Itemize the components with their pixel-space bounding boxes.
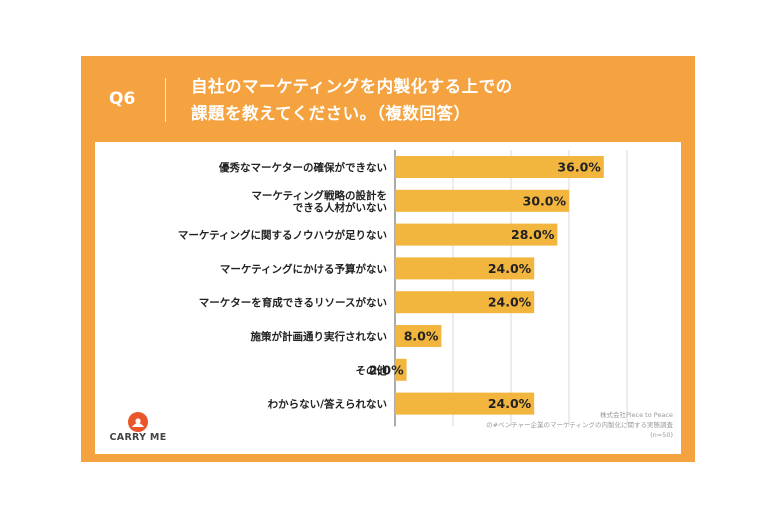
category-label: マーケティングにかける予算がない: [220, 262, 387, 275]
source-line-2: の#ベンチャー企業のマーケティングの内製化に関する実態調査: [486, 421, 673, 429]
category-label: わからない/答えられない: [268, 398, 387, 411]
category-label: マーケターを育成できるリソースがない: [199, 296, 387, 309]
bar: [395, 291, 535, 314]
question-title-line-2: 課題を教えてください。（複数回答）: [191, 104, 471, 123]
bar-chart: 36.0% 優秀なマーケターの確保ができない 30.0% マーケティング戦略の設計をで…: [178, 150, 628, 427]
bar: [395, 156, 604, 178]
question-number: Q6: [109, 89, 136, 109]
source-line-1: 株式会社Piece to Peace: [599, 411, 673, 419]
logo-text: CARRY ME: [109, 432, 167, 443]
bar: [395, 358, 407, 381]
bar-value-label: 24.0%: [488, 295, 532, 310]
chart-panel: 36.0% 優秀なマーケターの確保ができない 30.0% マーケティング戦略の設計をで…: [95, 142, 681, 454]
category-label: 施策が計画通り実行されない: [251, 330, 388, 343]
bar: [395, 392, 535, 415]
category-label: 優秀なマーケターの確保ができない: [218, 161, 387, 174]
bar-value-label: 24.0%: [488, 396, 532, 411]
bar: [395, 189, 569, 212]
bar-value-label: 8.0%: [404, 329, 439, 344]
bar: [395, 325, 442, 347]
category-label: その他: [356, 364, 388, 377]
header-divider: [165, 78, 166, 122]
sun-logo-icon: [128, 412, 148, 432]
survey-card: Q6 自社のマーケティングを内製化する上での 課題を教えてください。（複数回答）…: [81, 56, 695, 462]
question-title-line-1: 自社のマーケティングを内製化する上での: [191, 77, 513, 96]
category-label: マーケティングに関するノウハウが足りない: [178, 229, 387, 242]
bar: [395, 257, 535, 280]
source-note: 株式会社Piece to Peace の#ベンチャー企業のマーケティングの内製化…: [353, 410, 673, 440]
bar-value-label: 2.0%: [369, 362, 404, 377]
bar-value-label: 36.0%: [557, 160, 601, 175]
bar: [395, 223, 558, 246]
bar-value-label: 28.0%: [511, 227, 555, 242]
bar-value-label: 30.0%: [523, 193, 567, 208]
source-line-3: (n=50): [650, 431, 673, 439]
carry-me-logo: CARRY ME: [103, 410, 173, 454]
category-label: マーケティング戦略の設計をできる人材がいない: [251, 189, 387, 214]
bar-value-label: 24.0%: [488, 261, 532, 276]
